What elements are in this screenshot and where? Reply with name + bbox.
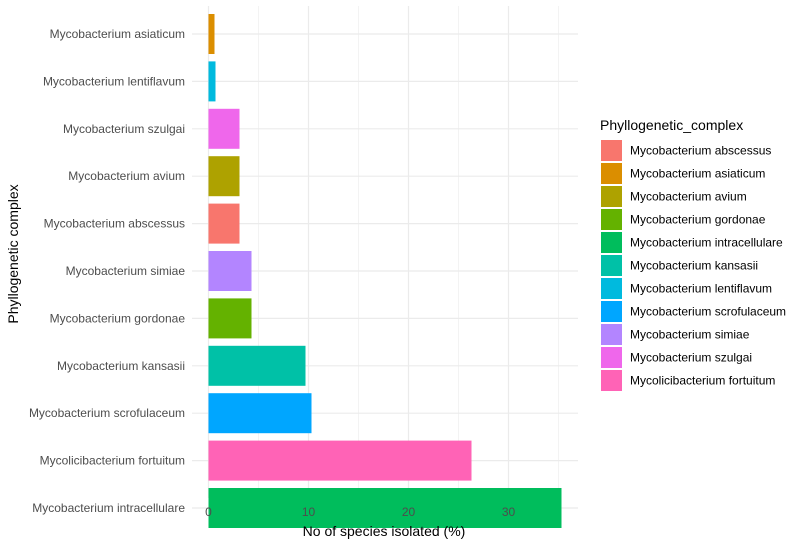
y-tick-label: Mycolicibacterium fortuitum [40,454,185,468]
y-tick-label: Mycobacterium asiaticum [50,27,185,41]
legend-label: Mycolicibacterium fortuitum [630,374,775,388]
bar [208,251,252,291]
legend-swatch [601,255,622,276]
legend-label: Mycobacterium intracellulare [630,236,783,250]
bar [208,156,240,197]
legend-swatch [601,324,622,345]
bar [208,61,216,102]
bar [208,203,240,244]
legend-title: Phyllogenetic_complex [600,117,743,133]
legend-swatch [601,301,622,322]
y-tick-label: Mycobacterium szulgai [63,122,185,136]
bar [208,393,312,434]
bar [208,440,472,481]
legend-label: Mycobacterium abscessus [630,144,771,158]
y-tick-label: Mycobacterium abscessus [44,217,185,231]
y-tick-label: Mycobacterium intracellulare [32,501,185,515]
legend-swatch [601,232,622,253]
legend: Phyllogenetic_complex Mycobacterium absc… [600,117,786,391]
legend-label: Mycobacterium asiaticum [630,167,765,181]
legend-label: Mycobacterium simiae [630,328,750,342]
legend-label: Mycobacterium avium [630,190,747,204]
legend-swatch [601,163,622,184]
legend-swatch [601,186,622,207]
bars [208,14,562,528]
legend-swatch [601,209,622,230]
legend-label: Mycobacterium scrofulaceum [630,305,786,319]
y-tick-label: Mycobacterium lentiflavum [43,74,185,88]
bar [208,14,215,54]
legend-swatch [601,140,622,161]
y-axis-title: Phyllogenetic complex [5,184,21,323]
bar [208,298,252,339]
y-tick-label: Mycobacterium scrofulaceum [29,406,185,420]
x-tick-label: 20 [402,505,416,519]
bar [208,108,240,149]
y-tick-labels: Mycobacterium asiaticum Mycobacterium len… [29,27,185,515]
y-tick-label: Mycobacterium simiae [66,264,186,278]
legend-swatch [601,347,622,368]
x-tick-label: 0 [205,505,212,519]
bar [208,488,562,528]
x-tick-label: 30 [502,505,516,519]
x-tick-labels: 0 10 20 30 [205,505,515,519]
legend-label: Mycobacterium szulgai [630,351,752,365]
legend-label: Mycobacterium gordonae [630,213,766,227]
legend-label: Mycobacterium kansasii [630,259,758,273]
legend-swatch [601,278,622,299]
x-axis-title: No of species isolated (%) [303,523,466,539]
bar [208,345,306,386]
y-tick-label: Mycobacterium gordonae [50,311,186,325]
y-tick-label: Mycobacterium kansasii [57,359,185,373]
legend-swatch [601,370,622,391]
y-tick-label: Mycobacterium avium [68,169,185,183]
x-tick-label: 10 [302,505,316,519]
legend-label: Mycobacterium lentiflavum [630,282,772,296]
